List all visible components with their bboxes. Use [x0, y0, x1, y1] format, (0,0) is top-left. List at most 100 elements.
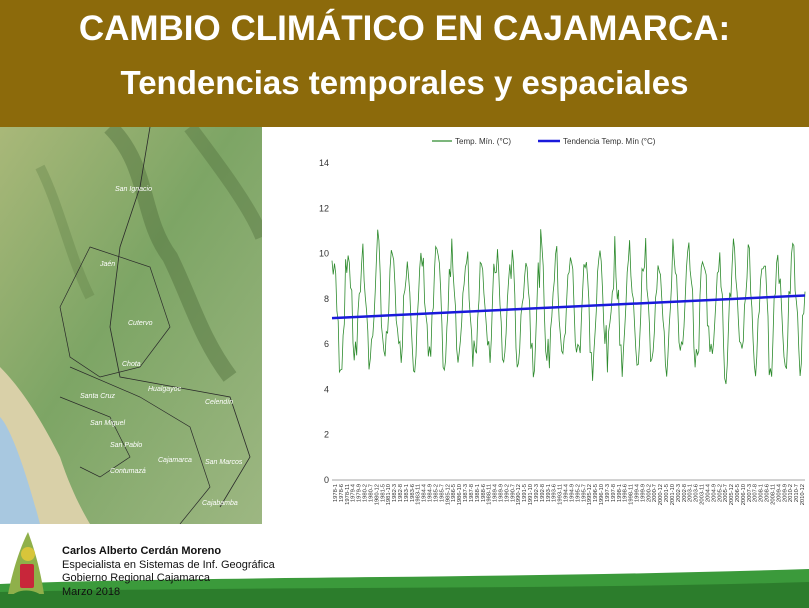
x-tick-label: 1993-6 — [552, 484, 558, 502]
x-tick-label: 1980-2 — [363, 484, 369, 502]
x-tick-label: 1983-6 — [410, 484, 416, 502]
x-axis: 1978-1 1978-6 1978-11 1979-4 1979-9 1980-2 198… — [333, 483, 806, 505]
title-banner: CAMBIO CLIMÁTICO EN CAJAMARCA: Tendencia… — [0, 0, 809, 127]
x-tick-label: 1988-11 — [487, 484, 493, 505]
x-tick-label: 1994-9 — [569, 484, 575, 502]
x-tick-label: 1994-4 — [564, 483, 570, 502]
x-tick-label: 1988-6 — [481, 484, 487, 502]
x-tick-label: 2002-3 — [676, 484, 682, 502]
x-tick-label: 2001-5 — [664, 484, 670, 502]
x-tick-label: 1989-4 — [493, 483, 499, 502]
x-tick-label: 1998-6 — [623, 484, 629, 502]
temperature-chart: Temp. Mín. (°C) Tendencia Temp. Mín (°C)… — [315, 127, 809, 524]
map-label-san-miguel: San Miguel — [90, 420, 125, 427]
map-label-cajabamba: Cajabamba — [202, 500, 238, 507]
x-tick-label: 1996-5 — [593, 484, 599, 502]
x-tick-label: 1982-8 — [398, 484, 404, 502]
x-tick-label: 1988-1 — [475, 484, 481, 502]
map-label-celendin: Celendín — [205, 399, 233, 406]
x-tick-label: 2005-2 — [717, 484, 723, 502]
x-tick-label: 1993-1 — [546, 484, 552, 502]
x-tick-label: 1999-9 — [640, 484, 646, 502]
y-tick-label: 12 — [319, 203, 329, 213]
x-tick-label: 2007-8 — [753, 484, 759, 502]
map-label-jaen: Jaén — [99, 261, 115, 268]
x-tick-label: 2010-2 — [788, 484, 794, 502]
x-tick-label: 2003-1 — [688, 484, 694, 502]
author-org: Gobierno Regional Cajamarca — [62, 572, 210, 584]
y-tick-label: 0 — [324, 475, 329, 485]
y-tick-label: 6 — [324, 339, 329, 349]
x-tick-label: 1997-3 — [605, 484, 611, 502]
credits: Carlos Alberto Cerdán Moreno Especialist… — [62, 545, 275, 599]
x-tick-label: 2000-7 — [652, 484, 658, 502]
x-tick-label: 2004-9 — [711, 484, 717, 502]
x-tick-label: 1990-2 — [504, 484, 510, 502]
x-tick-label: 2009-9 — [782, 484, 788, 502]
x-tick-label: 1985-7 — [439, 484, 445, 502]
y-tick-label: 4 — [324, 384, 329, 394]
x-tick-label: 1995-7 — [581, 484, 587, 502]
map-label-san-ignacio: San Ignacio — [115, 186, 152, 193]
y-tick-label: 14 — [319, 158, 329, 168]
x-tick-label: 2005-7 — [723, 484, 729, 502]
x-tick-label: 2000-12 — [658, 484, 664, 505]
author-role: Especialista en Sistemas de Inf. Geográf… — [62, 558, 275, 571]
x-tick-label: 2010-7 — [794, 484, 800, 502]
legend-label-trend: Tendencia Temp. Mín (°C) — [563, 137, 656, 146]
x-tick-label: 2008-11 — [770, 484, 776, 505]
x-tick-label: 2006-5 — [735, 484, 741, 502]
relief-map: San Ignacio Jaén Cutervo Chota Hualgayoc… — [0, 127, 262, 524]
x-tick-label: 2003-6 — [694, 484, 700, 502]
x-tick-label: 1978-6 — [339, 484, 345, 502]
map-label-chota: Chota — [122, 361, 141, 368]
x-tick-label: 1978-11 — [345, 484, 351, 505]
x-tick-label: 2002-8 — [682, 484, 688, 502]
x-tick-label: 2008-6 — [765, 484, 771, 502]
x-tick-label: 1997-8 — [611, 484, 617, 502]
x-tick-label: 1986-5 — [451, 484, 457, 502]
footer — [0, 524, 809, 608]
y-tick-label: 10 — [319, 249, 329, 259]
x-tick-label: 2008-1 — [759, 484, 765, 502]
x-tick-label: 1979-9 — [357, 484, 363, 502]
presentation-date: Marzo 2018 — [62, 585, 121, 598]
y-tick-label: 2 — [324, 430, 329, 440]
x-tick-label: 2004-4 — [705, 483, 711, 502]
x-tick-label: 1985-12 — [445, 484, 451, 505]
x-tick-label: 1990-12 — [516, 484, 522, 505]
map-label-santa-cruz: Santa Cruz — [80, 393, 116, 400]
x-tick-label: 1991-10 — [528, 484, 534, 505]
x-tick-label: 1987-3 — [463, 484, 469, 502]
y-axis: 0 2 4 6 8 10 12 14 — [319, 158, 805, 485]
y-tick-label: 8 — [324, 294, 329, 304]
x-tick-label: 1992-8 — [540, 484, 546, 502]
x-tick-label: 1985-2 — [433, 484, 439, 502]
x-tick-label: 2005-12 — [729, 484, 735, 505]
x-tick-label: 1981-10 — [386, 484, 392, 505]
x-tick-label: 1999-4 — [634, 483, 640, 502]
series-line-tmin — [331, 229, 806, 385]
x-tick-label: 1993-11 — [558, 484, 564, 505]
x-tick-label: 1998-1 — [617, 484, 623, 502]
map-label-cajamarca: Cajamarca — [158, 457, 192, 464]
map-label-contumaza: Contumazá — [110, 468, 146, 475]
x-tick-label: 1989-9 — [499, 484, 505, 502]
x-tick-label: 1987-8 — [469, 484, 475, 502]
x-tick-label: 1998-11 — [629, 484, 635, 505]
x-tick-label: 1984-9 — [428, 484, 434, 502]
x-tick-label: 2001-10 — [670, 484, 676, 505]
x-tick-label: 2009-4 — [776, 483, 782, 502]
x-tick-label: 1986-10 — [457, 484, 463, 505]
x-tick-label: 1980-12 — [374, 484, 380, 505]
x-tick-label: 1995-12 — [587, 484, 593, 505]
x-tick-label: 1996-10 — [599, 484, 605, 505]
x-tick-label: 2007-3 — [747, 484, 753, 502]
map-label-san-marcos: San Marcos — [205, 459, 243, 466]
series-line-trend — [331, 294, 806, 320]
map-label-cutervo: Cutervo — [128, 320, 153, 327]
legend-label-tmin: Temp. Mín. (°C) — [455, 137, 511, 146]
x-tick-label: 2003-11 — [700, 484, 706, 505]
map-label-hualgayoc: Hualgayoc — [148, 386, 182, 393]
x-tick-label: 1979-4 — [351, 483, 357, 502]
